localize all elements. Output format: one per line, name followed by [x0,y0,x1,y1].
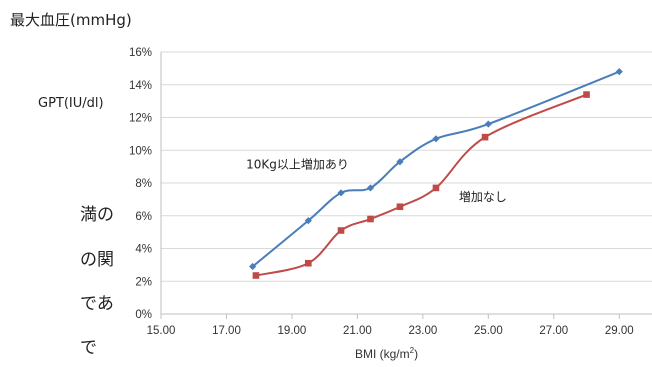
series-0-point-0 [249,262,257,271]
series-1-point-5 [432,184,440,192]
series-line-0 [252,70,620,268]
x-tick-label-2: 19.00 [278,325,307,337]
series-1-point-3 [367,215,374,223]
series-0-point-5 [432,135,440,143]
series-1-point-1 [305,259,312,267]
series-label-0: 10Kg以上増加あり [246,157,349,171]
x-tick-label-3: 21.00 [343,325,372,337]
gridlines [161,51,652,282]
y-axis-title-blood-pressure: 最大血圧(mmHg) [10,11,132,29]
y-tick-label-4: 8% [135,178,152,190]
series-0-point-7 [615,68,623,76]
series-0-point-6 [484,120,492,128]
y-tick-label-7: 14% [129,80,152,92]
x-tick-label-4: 23.00 [408,325,437,337]
y-tick-label-2: 4% [135,244,152,256]
series-1-point-2 [337,227,345,234]
clipped-body-text-line-1: 満の [80,205,114,225]
clipped-body-text-line-4: で [80,338,97,358]
series-1-point-6 [481,133,489,141]
series-label-1: 増加なし [459,190,507,204]
clipped-body-text-line-2: の関 [80,250,114,270]
series-0-point-3 [366,184,375,192]
y-axis-title-gpt: GPT(IU/dl) [38,96,104,111]
axes: 0% 2% 4% 6% 8% 10% 12% 14% 16% 15.00 17.00 19.00 21.… [129,47,652,337]
x-tick-label-1: 17.00 [212,325,241,337]
x-axis-title: BMI (kg/m2) [355,346,418,361]
series-1-point-4 [396,203,404,211]
x-tick-label-6: 27.00 [539,325,568,337]
x-tick-label-0: 15.00 [147,325,176,337]
clipped-body-text-line-3: であ [80,294,114,314]
y-tick-label-1: 2% [135,276,152,288]
y-tick-label-8: 16% [129,47,152,59]
x-tick-label-5: 25.00 [474,325,503,337]
series-0-point-4 [396,158,404,166]
y-tick-label-3: 6% [135,211,152,223]
series-1-point-0 [252,272,260,279]
series-0-point-2 [337,189,345,197]
y-tick-label-5: 10% [129,145,152,157]
series-1-point-7 [583,91,590,98]
x-tick-label-7: 29.00 [605,325,634,337]
series-0-point-1 [304,217,312,225]
y-tick-label-6: 12% [129,113,152,125]
y-tick-label-0: 0% [135,309,152,321]
